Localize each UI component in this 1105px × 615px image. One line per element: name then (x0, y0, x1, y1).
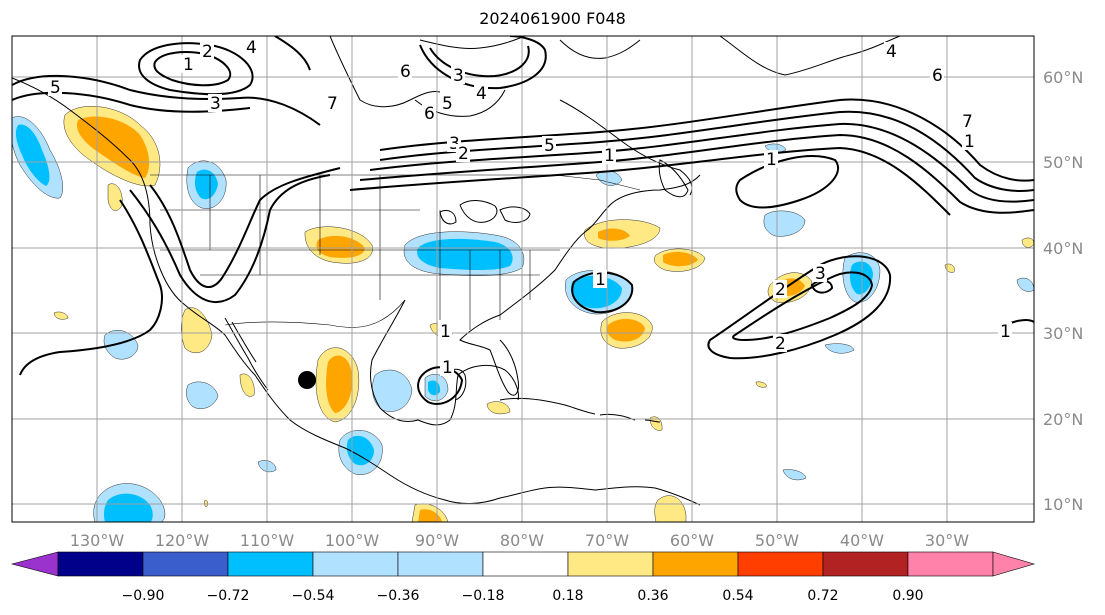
contour-label: 1 (440, 322, 451, 342)
colorbar-segment (397, 551, 484, 577)
contour-label: 1 (604, 146, 615, 166)
colorbar-tick: 0.54 (722, 588, 753, 604)
lon-label: 120°W (155, 531, 210, 550)
contour-label: 1 (1000, 322, 1011, 342)
colorbar-segment (57, 551, 144, 577)
lon-label: 50°W (755, 531, 799, 550)
lat-label: 30°N (1043, 324, 1083, 343)
contour-label: 3 (815, 264, 826, 284)
colorbar-tick: 0.72 (807, 588, 838, 604)
lat-label: 10°N (1043, 495, 1083, 514)
anomaly-fills (12, 106, 1034, 522)
contour-label: 2 (458, 144, 469, 164)
map-frame (11, 35, 1035, 523)
longitude-labels: 130°W 120°W 110°W 100°W 90°W 80°W 70°W 6… (70, 531, 969, 550)
contour-label: 4 (886, 42, 897, 62)
contour-label: 1 (442, 358, 453, 378)
colorbar-tick: 0.90 (892, 588, 923, 604)
contour-label: 2 (202, 42, 213, 62)
lat-label: 20°N (1043, 410, 1083, 429)
contour-lines (12, 36, 1034, 405)
lat-label: 50°N (1043, 153, 1083, 172)
contour-label: 2 (775, 280, 786, 300)
contour-label: 6 (400, 62, 411, 82)
lat-label: 40°N (1043, 239, 1083, 258)
lon-label: 110°W (240, 531, 295, 550)
contour-label: 7 (327, 94, 338, 114)
lon-label: 80°W (500, 531, 544, 550)
colorbar-segment (227, 551, 314, 577)
colorbar-tick: −0.54 (292, 588, 335, 604)
colorbar-segment (737, 551, 824, 577)
location-marker (298, 371, 316, 389)
colorbar-segment (10, 551, 59, 577)
colorbar-segment (312, 551, 399, 577)
contour-label: 5 (50, 78, 61, 98)
contour-label: 1 (183, 55, 194, 75)
contour-label: 1 (964, 132, 975, 152)
contour-label: 1 (595, 270, 606, 290)
contour-label: 3 (210, 94, 221, 114)
colorbar-segment (907, 551, 994, 577)
lon-label: 130°W (70, 531, 125, 550)
contour-label: 7 (962, 112, 973, 132)
colorbar-tick: 0.36 (637, 588, 668, 604)
colorbar-tick: −0.72 (207, 588, 250, 604)
contour-label: 4 (476, 84, 487, 104)
contour-label: 3 (449, 134, 460, 154)
colorbar-segment (482, 551, 569, 577)
colorbar-tick: 0.18 (552, 588, 583, 604)
latitude-labels: 60°N 50°N 40°N 30°N 20°N 10°N (1043, 68, 1083, 514)
lon-label: 30°W (925, 531, 969, 550)
contour-label: 2 (775, 334, 786, 354)
colorbar-tick: −0.18 (462, 588, 505, 604)
contour-label: 6 (932, 66, 943, 86)
contour-label: 4 (246, 38, 257, 58)
contour-labels: 2 1 4 3 5 6 7 3 4 5 6 3 2 5 1 1 4 6 7 (48, 38, 1012, 378)
contour-label: 5 (442, 94, 453, 114)
colorbar-segment (822, 551, 909, 577)
colorbar-segment (142, 551, 229, 577)
lon-label: 70°W (585, 531, 629, 550)
colorbar-ticks: −0.90 −0.72 −0.54 −0.36 −0.18 0.18 0.36 … (122, 588, 924, 604)
coastlines (12, 36, 901, 506)
colorbar-segment (652, 551, 739, 577)
contour-label: 1 (766, 150, 777, 170)
lon-label: 40°W (840, 531, 884, 550)
map-title: 2024061900 F048 (479, 9, 626, 28)
contour-label: 6 (424, 104, 435, 124)
colorbar-tick: −0.36 (377, 588, 420, 604)
colorbar-segment (992, 551, 1036, 577)
contour-label: 5 (544, 136, 555, 156)
colorbar-segment (567, 551, 654, 577)
lon-label: 90°W (415, 531, 459, 550)
lon-label: 60°W (670, 531, 714, 550)
graticule (12, 36, 1034, 522)
colorbar (10, 551, 1036, 577)
colorbar-tick: −0.90 (122, 588, 165, 604)
lon-label: 100°W (325, 531, 380, 550)
map-area (12, 36, 1034, 522)
lat-label: 60°N (1043, 68, 1083, 87)
contour-label: 3 (453, 66, 464, 86)
